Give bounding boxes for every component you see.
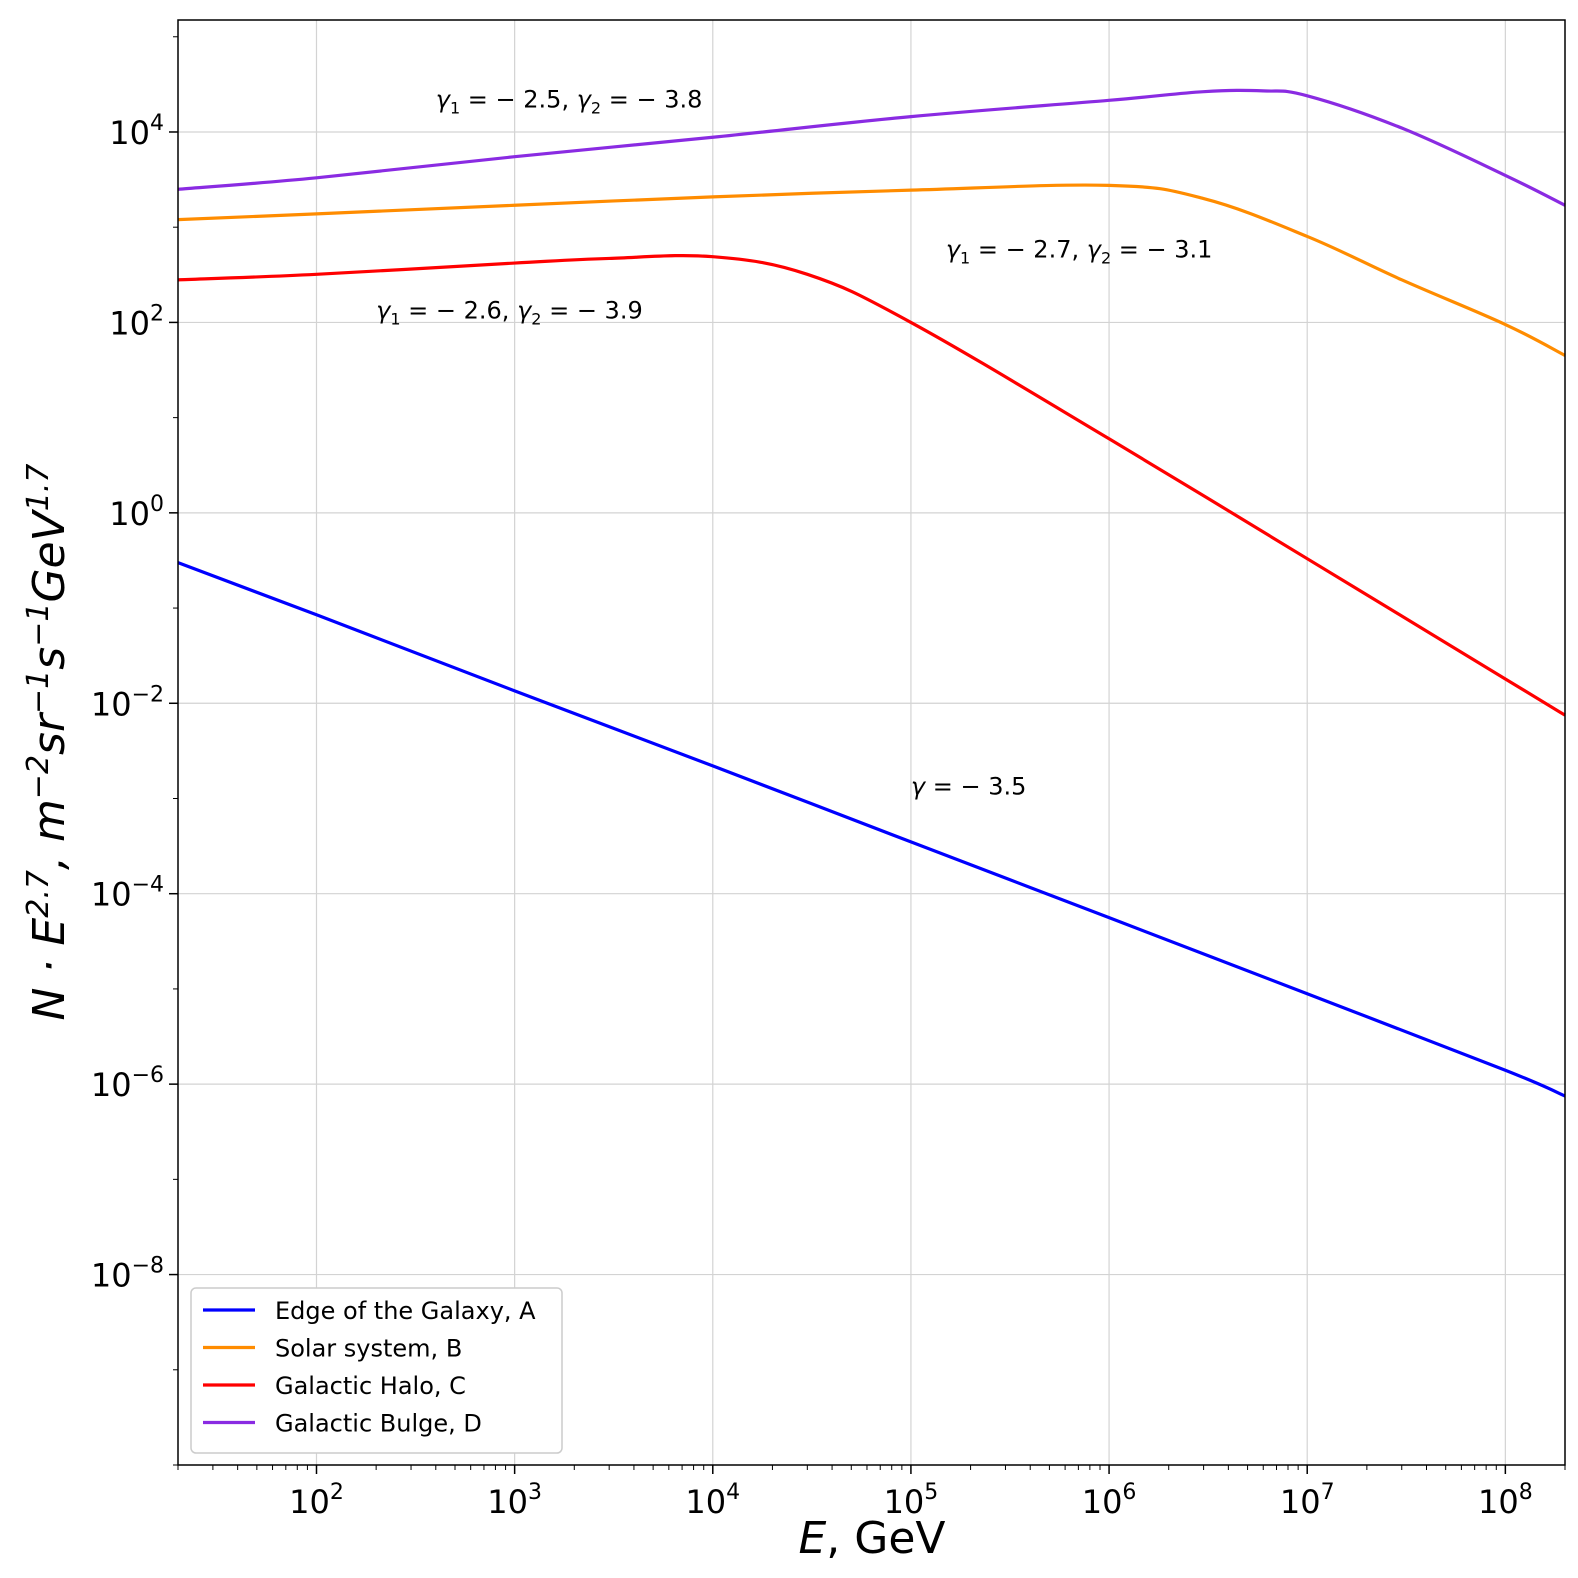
series-line-1 <box>177 183 1566 357</box>
x-tick-label: 103 <box>487 1480 542 1521</box>
y-axis-title: N · E2.7, m−2sr−1s−1GeV1.7 <box>21 464 75 1021</box>
x-tick-label: 104 <box>685 1480 740 1521</box>
annotation-0: γ1 = − 2.5, γ2 = − 3.8 <box>436 86 703 118</box>
legend-label-1: Solar system, B <box>275 1335 462 1363</box>
x-tick-label: 108 <box>1478 1480 1533 1521</box>
x-tick-label: 107 <box>1280 1480 1335 1521</box>
x-tick-label: 105 <box>884 1480 939 1521</box>
legend-label-3: Galactic Bulge, D <box>275 1410 482 1438</box>
series-layer <box>177 88 1566 1098</box>
annotation-3: γ = − 3.5 <box>911 773 1026 801</box>
plot-frame <box>177 19 1566 1466</box>
legend-label-2: Galactic Halo, C <box>275 1372 466 1400</box>
annotation-2: γ1 = − 2.6, γ2 = − 3.9 <box>376 296 643 328</box>
x-axis-title: E, GeV <box>798 1513 945 1564</box>
ticks: 102 103 104 105 106 107 108 104 102 100 10−2 10−4 10… <box>91 36 1566 1521</box>
annotations: γ1 = − 2.5, γ2 = − 3.8 γ1 = − 2.7, γ2 = −… <box>376 86 1212 801</box>
y-tick-label: 100 <box>109 492 164 533</box>
legend-label-0: Edge of the Galaxy, A <box>275 1297 536 1325</box>
y-tick-label: 10−2 <box>91 682 164 723</box>
annotation-1: γ1 = − 2.7, γ2 = − 3.1 <box>946 236 1213 268</box>
plot-background <box>178 20 1565 1465</box>
series-line-2 <box>177 253 1566 717</box>
y-tick-label: 10−8 <box>91 1254 164 1295</box>
legend: Edge of the Galaxy, A Solar system, B Gala… <box>190 1287 563 1454</box>
legend-frame <box>190 1287 563 1454</box>
x-tick-label: 106 <box>1082 1480 1137 1521</box>
grid <box>178 20 1565 1465</box>
series-line-3 <box>177 88 1566 207</box>
y-tick-label: 102 <box>109 301 164 342</box>
x-tick-label: 102 <box>289 1480 344 1521</box>
y-tick-label: 10−4 <box>91 873 164 914</box>
series-line-0 <box>177 561 1566 1098</box>
y-tick-label: 10−6 <box>91 1063 164 1104</box>
y-tick-label: 104 <box>109 111 164 152</box>
